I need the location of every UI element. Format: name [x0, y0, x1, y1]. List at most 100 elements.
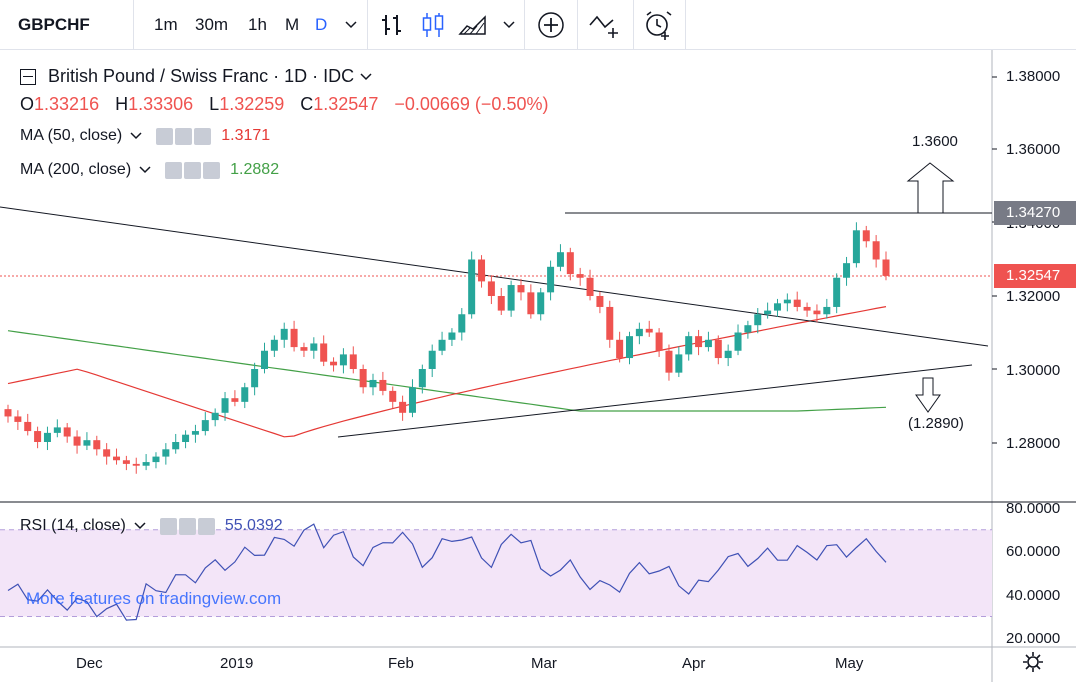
eye-icon[interactable]: [156, 127, 174, 145]
candle-body: [359, 369, 367, 388]
candle-body: [320, 343, 328, 362]
interval-30m[interactable]: 30m: [195, 15, 229, 34]
interval-day[interactable]: D: [315, 15, 328, 34]
candle-body: [152, 456, 160, 463]
candle-body: [408, 387, 416, 413]
target-up-label: 1.3600: [912, 133, 958, 150]
gear-icon[interactable]: [178, 517, 196, 535]
candle-body: [645, 328, 653, 333]
chevron-down-icon[interactable]: [360, 72, 372, 81]
candle-body: [448, 332, 456, 340]
alert-icon[interactable]: [643, 0, 673, 50]
candle-body: [566, 252, 574, 275]
candle-body: [635, 328, 643, 337]
candle-body: [14, 416, 22, 422]
chevron-down-icon[interactable]: [130, 132, 142, 140]
candle-body: [734, 332, 742, 351]
area-chart-icon[interactable]: [458, 0, 488, 50]
chevron-down-icon[interactable]: [345, 0, 357, 50]
ma200-legend[interactable]: MA (200, close) 1.2882: [20, 161, 279, 179]
interval-1h[interactable]: 1h: [248, 15, 267, 34]
ma50-value: 1.3171: [221, 127, 271, 144]
rsi-legend[interactable]: RSI (14, close) 55.0392: [20, 517, 283, 535]
candle-body: [162, 449, 170, 457]
watermark-link[interactable]: More features on tradingview.com: [26, 589, 282, 608]
candle-body: [783, 299, 791, 304]
rsi-tick: 20.0000: [1006, 630, 1061, 647]
compare-icon[interactable]: [588, 0, 622, 50]
rsi-line: [7, 523, 887, 621]
ma50-legend[interactable]: MA (50, close) 1.3171: [20, 127, 270, 145]
candle-body: [221, 398, 229, 413]
candle-body: [616, 339, 624, 359]
indicator-controls[interactable]: [165, 161, 221, 179]
chevron-down-icon[interactable]: [134, 522, 146, 530]
candle-body: [487, 281, 495, 296]
candle-body: [537, 292, 545, 315]
candle-body: [142, 462, 150, 466]
candle-body: [428, 350, 436, 369]
chevron-down-icon[interactable]: [139, 166, 151, 174]
candle-body: [310, 343, 318, 351]
gear-icon[interactable]: [184, 161, 202, 179]
interval-month[interactable]: M: [285, 15, 300, 34]
ascending-trendline: [337, 364, 973, 438]
price-tick: 1.28000: [1006, 435, 1061, 452]
candle-body: [93, 440, 101, 450]
candle-body: [201, 420, 209, 432]
candle-body: [132, 463, 140, 466]
candle-body: [586, 277, 594, 296]
candle-body: [556, 252, 564, 267]
toolbar-divider: [685, 0, 686, 50]
indicator-controls[interactable]: [159, 517, 215, 535]
candle-body: [330, 361, 338, 366]
candle-body: [53, 427, 61, 433]
candle-body: [626, 336, 634, 359]
arrow-down-icon: [915, 377, 941, 413]
candle-body: [260, 350, 268, 369]
close-icon[interactable]: [194, 127, 212, 145]
settings-gear-icon[interactable]: [1021, 650, 1045, 679]
candle-body: [872, 241, 880, 260]
candle-body: [4, 409, 12, 417]
candle-body: [675, 354, 683, 373]
candle-body: [478, 259, 486, 282]
indicator-controls[interactable]: [156, 127, 212, 145]
gear-icon[interactable]: [175, 127, 193, 145]
close-icon[interactable]: [197, 517, 215, 535]
candle-body: [191, 431, 199, 435]
rsi-band: [0, 529, 992, 617]
price-tick: 1.32000: [1006, 288, 1061, 305]
symbol-search[interactable]: GBPCHF: [18, 15, 90, 34]
candle-body: [369, 379, 377, 388]
candles-icon[interactable]: [420, 0, 446, 50]
open-value: 1.33216: [34, 94, 100, 114]
price-chart[interactable]: [0, 50, 1076, 682]
ma50-label: MA (50, close): [20, 127, 123, 144]
time-tick: Dec: [76, 655, 103, 672]
ohlc-values: O 1.33216 H 1.33306 L 1.32259 C 1.32547 −0.0…: [20, 94, 548, 115]
time-tick: Mar: [531, 655, 557, 672]
candle-body: [704, 339, 712, 348]
bar-style-icon[interactable]: [380, 0, 404, 50]
candle-body: [103, 449, 111, 457]
candle-body: [73, 436, 81, 446]
eye-icon[interactable]: [159, 517, 177, 535]
add-indicator-icon[interactable]: [537, 0, 565, 50]
eye-icon[interactable]: [165, 161, 183, 179]
chevron-down-icon[interactable]: [503, 0, 515, 50]
collapse-icon[interactable]: [20, 68, 36, 85]
high-label: H: [115, 94, 129, 114]
interval-1m[interactable]: 1m: [154, 15, 178, 34]
time-tick: Apr: [682, 655, 706, 672]
close-icon[interactable]: [203, 161, 221, 179]
candle-body: [24, 421, 32, 432]
top-toolbar: GBPCHF 1m 30m 1h M D: [0, 0, 1076, 50]
open-label: O: [20, 94, 35, 114]
arrow-up-icon: [906, 162, 955, 214]
candle-body: [43, 432, 51, 442]
candle-body: [172, 442, 180, 450]
toolbar-divider: [524, 0, 525, 50]
candle-body: [270, 339, 278, 351]
symbol-legend: British Pound / Swiss Franc · 1D · IDC: [20, 66, 372, 87]
